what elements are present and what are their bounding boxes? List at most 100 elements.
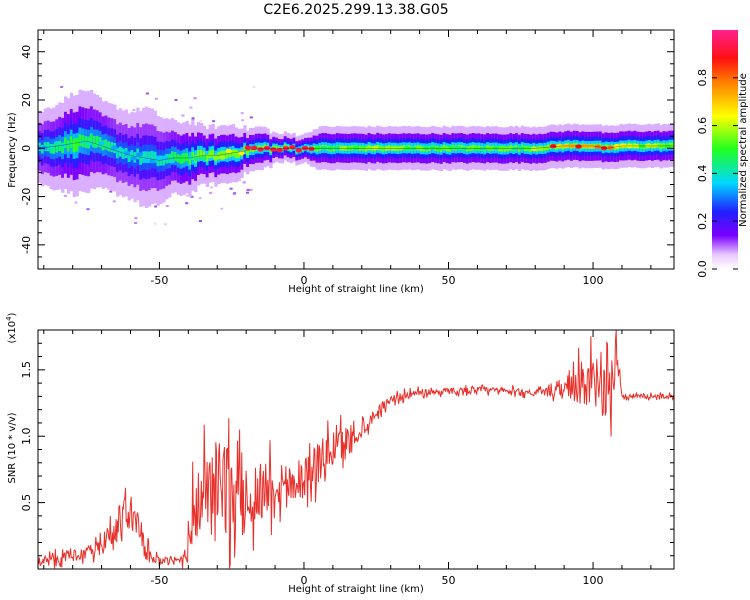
spectrogram-peak [486,146,493,152]
spectrogram-speckle [246,188,250,191]
colorbar-tick-label: 0.6 [696,117,709,135]
y-tick-label: 20 [20,93,33,107]
spectrogram-peak [371,145,379,150]
spectrogram-band [561,144,565,150]
spectrogram-peak [244,145,252,150]
y-tick-label: -20 [20,188,33,206]
x-tick-label: 100 [583,274,604,287]
spectrogram-band [211,149,215,157]
spectrogram-band [156,155,160,167]
x-tick-label: 0 [300,574,307,587]
spectrogram-peak [550,144,557,149]
snr-panel: -50 0 50 100 0.5 1.0 1.5 Height of straight l… [5,312,675,595]
spectrogram-x-label: Height of straight line (km) [288,284,424,295]
spectrogram-peak [111,145,118,150]
spectrogram-peak [333,145,341,150]
figure-title: C2E6.2025.299.13.38.G05 [263,2,448,18]
spectrogram-peak [530,146,538,152]
spectrogram-speckle [249,116,253,119]
spectrogram-speckle [241,119,245,122]
y-tick-label: -40 [20,236,33,254]
snr-y-label: SNR (10 * v/v) [7,412,18,483]
x-tick-label: 0 [300,274,307,287]
snr-series-line [38,330,674,569]
spectrogram-band [90,133,94,145]
spectrogram-speckle [63,194,67,197]
spectrogram-speckle [163,223,167,226]
y-tick-label: 1.0 [20,427,33,445]
spectrogram-speckle [109,190,113,193]
spectrogram-peak [47,144,54,150]
spectrogram-speckle [112,200,116,203]
spectrogram-speckle [249,188,253,191]
spectrogram-peak [448,145,455,150]
spectrogram-peak [314,145,321,151]
spectrogram-peak [149,159,156,164]
spectrogram-peak [123,151,131,156]
x-tick-label: 50 [442,574,456,587]
spectrogram-speckle [185,202,189,205]
spectrogram-band [497,146,501,152]
spectrogram-peak [295,148,302,153]
spectrogram-peak [460,146,468,152]
spectrogram-band [147,151,152,163]
spectrogram-band [142,151,146,163]
spectrogram-band [52,144,56,154]
spectrogram-peak [435,146,442,151]
spectrogram-peak [480,146,487,151]
spectrogram-band [228,150,233,158]
spectrogram-speckle [246,191,249,194]
spectrogram-peak [378,146,385,151]
spectrogram-band [69,136,74,148]
spectrogram-band [283,144,287,148]
x-tick-label: -50 [150,274,168,287]
spectrogram-peak [85,141,93,146]
spectrogram-speckle [209,191,213,194]
spectrogram-band [101,140,105,151]
spectrogram-peak [543,145,550,150]
spectrogram-speckle [154,97,158,100]
colorbar-tick-label: 0.4 [696,165,709,183]
spectrogram-band [471,145,475,151]
spectrogram-peak [492,145,500,150]
y-tick-label: 0 [20,145,33,152]
spectrogram-band [246,150,250,156]
spectrogram-peak [193,157,201,162]
spectrogram-band [95,135,100,147]
spectrogram-band [162,155,166,166]
spectrogram-peak [142,158,150,163]
spectrogram-band [116,148,120,159]
spectrogram-band [171,151,175,161]
spectrogram-speckle [198,197,202,200]
y-tick-label: 1.5 [20,361,33,379]
spectrogram-peak [664,144,671,149]
snr-x-ticks: -50 0 50 100 [43,330,652,587]
spectrogram-band [139,153,143,165]
spectrogram-speckle [60,86,64,88]
spectrogram-speckle [232,193,236,196]
spectrogram-speckle [134,217,138,220]
spectrogram-peak [575,144,582,149]
spectrogram-band [121,148,126,159]
spectrogram-band [64,137,68,149]
spectrogram-band [280,147,285,151]
colorbar-tick-label: 0.8 [696,69,709,87]
spectrogram-speckle [190,195,194,198]
spectrogram-peak [308,146,315,152]
spectrogram-speckle [220,207,224,210]
spectrogram-band [127,151,131,162]
spectrogram-peak [104,145,112,150]
snr-y-multiplier-close: ) [7,312,18,316]
spectrogram-peak [73,137,80,143]
colorbar-gradient [712,30,738,269]
spectrogram-speckle [74,201,78,204]
spectrogram-speckle [154,205,158,208]
spectrogram-peak [600,146,608,151]
spectrogram-peak [658,143,665,148]
snr-y-multiplier: (x104) [5,312,18,343]
spectrogram-peak [130,156,137,161]
spectrogram-y-ticks: -40 -20 0 20 40 [20,39,674,270]
spectrogram-peak [206,153,213,159]
spectrogram-peak [174,157,182,162]
